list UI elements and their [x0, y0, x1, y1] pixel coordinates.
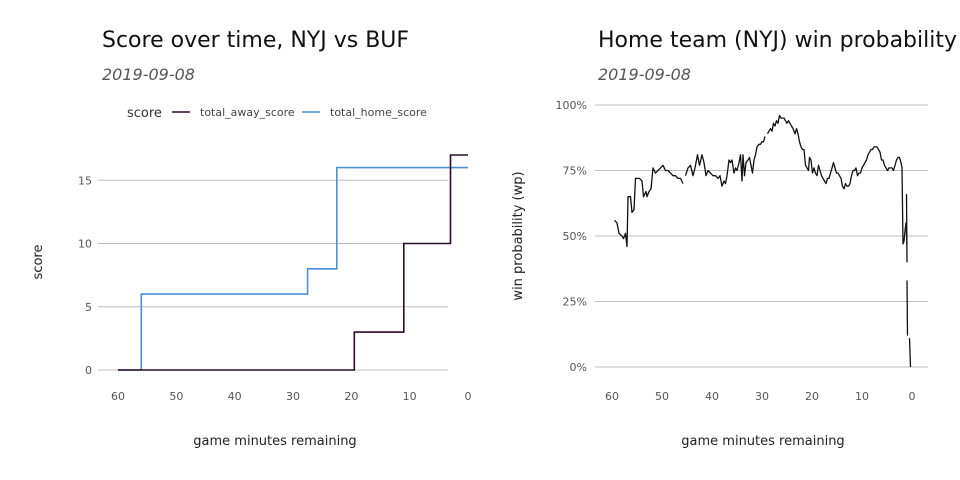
- score-x-axis-title: game minutes remaining: [193, 434, 356, 449]
- wp-y-tick-label: 25%: [563, 296, 587, 309]
- wp-x-tick-label: 50: [655, 390, 669, 403]
- series-line-total_home_score: [118, 166, 468, 371]
- legend-label-total_away_score: total_away_score: [200, 106, 295, 119]
- wp-chart-title: Home team (NYJ) win probability: [598, 28, 957, 53]
- series-line-total_away_score: [118, 154, 468, 371]
- wp-y-tick-label: 0%: [570, 361, 587, 374]
- wp-y-tick-label: 75%: [563, 165, 587, 178]
- legend-label-total_home_score: total_home_score: [330, 106, 427, 119]
- legend-title: score: [127, 106, 162, 121]
- score-x-tick-label: 40: [228, 390, 242, 403]
- score-y-tick-label: 15: [78, 174, 92, 187]
- score-x-tick-label: 30: [286, 390, 300, 403]
- wp-y-tick-label: 50%: [563, 230, 587, 243]
- score-y-tick-label: 5: [85, 301, 92, 314]
- score-y-axis-title: score: [31, 245, 46, 280]
- score-x-tick-label: 0: [465, 390, 472, 403]
- wp-x-tick-label: 40: [705, 390, 719, 403]
- score-y-tick-label: 10: [78, 238, 92, 251]
- wp-series-line-segment: [908, 338, 912, 368]
- wp-x-tick-label: 10: [855, 390, 869, 403]
- score-x-tick-label: 20: [344, 390, 358, 403]
- wp-x-tick-label: 30: [755, 390, 769, 403]
- score-x-tick-label: 50: [169, 390, 183, 403]
- score-y-tick-label: 0: [85, 364, 92, 377]
- wp-chart-subtitle: 2019-09-08: [598, 65, 691, 84]
- wp-series-line-segment: [684, 136, 766, 187]
- score-chart-svg: 0 5 10 15 60 50 40 30 20 10 0 game minutes remainin…: [31, 106, 472, 449]
- wp-series-line-segment: [906, 280, 909, 336]
- score-x-tick-label: 10: [403, 390, 417, 403]
- wp-series-line-segment: [614, 164, 684, 248]
- wp-x-tick-label: 0: [909, 390, 916, 403]
- wp-x-axis-title: game minutes remaining: [681, 434, 844, 449]
- wp-series-line-segment: [766, 114, 908, 245]
- wp-x-tick-label: 60: [605, 390, 619, 403]
- wp-chart-panel: Home team (NYJ) win probability 2019-09-…: [480, 0, 960, 480]
- wp-y-tick-label: 100%: [556, 99, 587, 112]
- wp-x-tick-label: 20: [805, 390, 819, 403]
- wp-series-line-segment: [905, 194, 908, 263]
- score-chart-title: Score over time, NYJ vs BUF: [102, 28, 410, 53]
- score-chart-panel: Score over time, NYJ vs BUF 2019-09-08 0…: [31, 28, 472, 449]
- score-chart-subtitle: 2019-09-08: [102, 65, 195, 84]
- score-x-tick-label: 60: [111, 390, 125, 403]
- wp-chart-svg: 0% 25% 50% 75% 100% 60 50 40 30 20 10 0 game minutes…: [511, 99, 928, 449]
- wp-y-axis-title: win probability (wp): [511, 171, 526, 300]
